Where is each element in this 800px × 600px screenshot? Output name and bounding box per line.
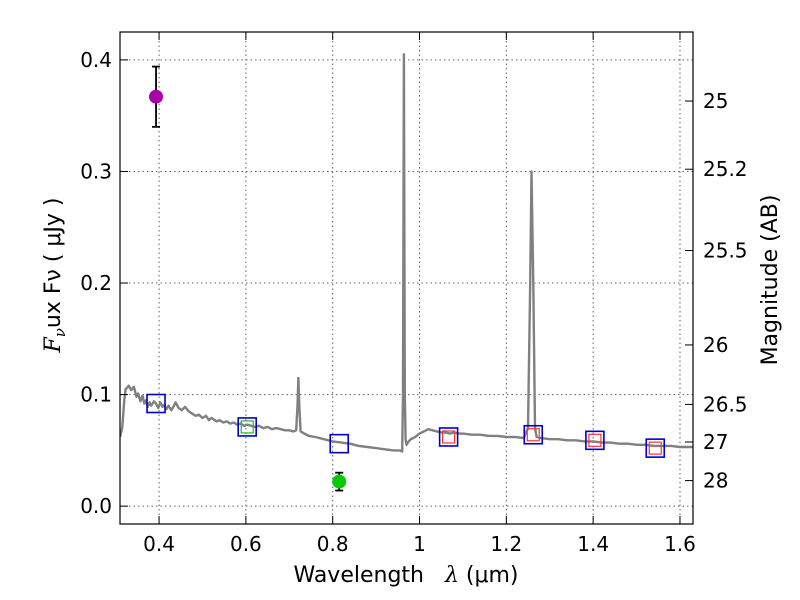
plot-frame [119, 31, 694, 525]
y-tick-label: 0.0 [80, 494, 112, 518]
model-photometry-inner-square [588, 433, 602, 447]
y-tick-label: 0.2 [80, 271, 112, 295]
model-photometry-square [146, 393, 166, 414]
model-photometry-square [523, 424, 544, 445]
x-tick-label: 1.2 [490, 532, 522, 556]
mag-tick-label: 27 [703, 430, 728, 454]
model-photometry-square [329, 433, 350, 454]
y-tick-label: 0.3 [80, 159, 112, 183]
mag-tick-label: 28 [703, 469, 728, 493]
model-spectrum-line [120, 53, 693, 453]
x-axis-label-text: Wavelength [293, 563, 438, 588]
y-tick-label: 0.4 [80, 48, 112, 72]
model-photometry-square [438, 427, 459, 447]
model-photometry-inner-square [648, 441, 662, 455]
model-photometry-inner-square [240, 420, 254, 434]
y-axis-label: Fνux Fν ( μJy ) [41, 198, 69, 354]
mag-tick-label: 26 [703, 333, 728, 357]
observed-data-point [332, 474, 347, 489]
grid-lines [120, 32, 693, 524]
x-tick-label: 1.4 [577, 532, 609, 556]
model-photometry-square [237, 417, 257, 437]
x-tick-label: 0.8 [317, 532, 349, 556]
axis-ticks: 0.4 0.6 0.8 1 1.2 1.4 1.6 0.0 0.1 0.2 0.3 0.4 25 25.2… [80, 32, 748, 556]
x-axis-label: Wavelength λ (μm) [293, 563, 518, 588]
model-photometry-square [585, 430, 605, 451]
mag-tick-label: 26.5 [703, 392, 748, 416]
model-photometry-inner-square [526, 428, 540, 442]
x-tick-label: 0.6 [230, 532, 262, 556]
mag-tick-label: 25.2 [703, 157, 748, 181]
y2-axis-label: Magnitude (AB) [758, 195, 783, 366]
x-tick-label: 0.4 [143, 532, 175, 556]
x-tick-label: 1.6 [664, 532, 696, 556]
data-series [120, 53, 693, 492]
plot-area [120, 53, 693, 492]
lambda-symbol: λ [444, 563, 459, 588]
y-axis-unit: ux Fν ( μJy ) [41, 198, 66, 329]
mag-tick-label: 25 [703, 89, 728, 113]
observed-data-point [149, 89, 164, 104]
y-tick-label: 0.1 [80, 383, 112, 407]
mag-tick-label: 25.5 [703, 239, 748, 263]
model-photometry-square [645, 438, 666, 458]
x-axis-unit: (μm) [459, 563, 519, 588]
flux-subscript: ν [51, 328, 69, 337]
flux-symbol: F [41, 336, 66, 353]
model-photometry-inner-square [442, 430, 456, 444]
x-tick-label: 1 [413, 532, 426, 556]
